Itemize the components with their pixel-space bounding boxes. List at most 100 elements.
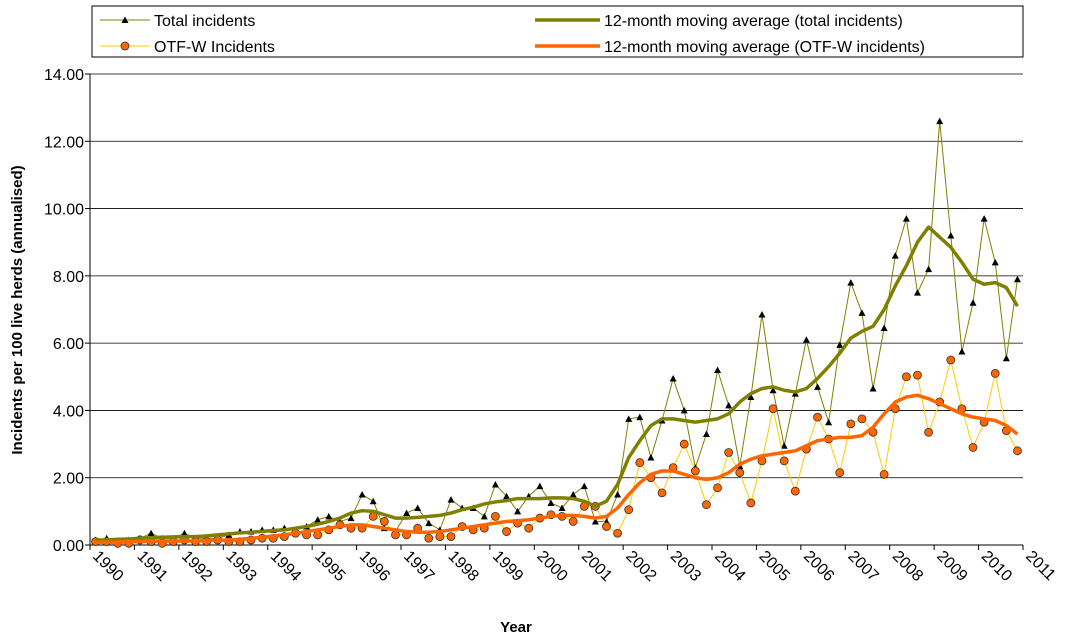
marker (369, 497, 377, 505)
marker (847, 279, 855, 286)
marker (547, 499, 555, 506)
marker (835, 468, 845, 478)
marker (325, 512, 333, 520)
x-tick-label: 2000 (533, 548, 570, 585)
x-tick-label: 2003 (667, 548, 704, 585)
marker (491, 480, 499, 488)
legend-label: Total incidents (154, 13, 255, 30)
y-tick-label: 4.00 (53, 403, 84, 420)
marker (902, 215, 910, 222)
marker (147, 529, 155, 537)
y-tick-label: 8.00 (53, 269, 84, 286)
marker (625, 415, 633, 422)
marker (1013, 275, 1021, 283)
marker (991, 258, 999, 266)
marker (857, 414, 867, 424)
marker (669, 374, 677, 382)
marker (814, 383, 822, 390)
marker (735, 468, 745, 478)
marker (491, 512, 500, 521)
marker (536, 482, 544, 490)
marker (790, 486, 800, 496)
marker (779, 456, 789, 466)
y-tick-label: 14.00 (44, 67, 84, 84)
marker (503, 492, 511, 500)
marker (924, 427, 933, 437)
marker (635, 458, 645, 467)
marker (1013, 446, 1022, 456)
marker (568, 517, 578, 526)
marker (591, 517, 599, 525)
marker (424, 533, 434, 543)
marker (379, 517, 389, 526)
x-tick-label: 2009 (933, 548, 970, 585)
legend-label: 12-month moving average (total incidents… (604, 13, 903, 30)
legend-box (91, 5, 1024, 58)
x-tick-label: 1992 (178, 548, 215, 585)
x-tick-label: 2001 (578, 548, 615, 585)
x-tick-label: 1996 (356, 548, 393, 585)
x-axis-title: Year (500, 619, 532, 636)
marker (913, 370, 922, 380)
x-tick-label: 1998 (445, 548, 482, 585)
marker (813, 412, 822, 422)
marker (480, 512, 488, 520)
legend-label: 12-month moving average (OTF-W incidents… (604, 39, 925, 56)
x-tick-label: 2005 (756, 548, 793, 585)
marker (724, 448, 734, 457)
marker (624, 505, 634, 515)
marker (614, 491, 622, 498)
marker (679, 439, 689, 449)
marker (802, 336, 810, 343)
marker (913, 289, 921, 296)
marker (825, 418, 833, 426)
marker (414, 504, 422, 511)
x-tick-label: 1995 (311, 548, 348, 585)
series-line (95, 393, 1019, 545)
marker (647, 454, 655, 461)
marker (580, 482, 588, 490)
marker (947, 231, 955, 239)
marker (680, 406, 688, 414)
marker (502, 527, 511, 536)
marker (702, 430, 710, 437)
x-tick-label: 1990 (89, 548, 126, 585)
series-line (95, 225, 1019, 542)
marker (969, 299, 977, 306)
marker (602, 522, 611, 531)
marker (713, 483, 722, 493)
marker (1002, 354, 1010, 362)
marker (347, 514, 355, 522)
marker (725, 401, 733, 409)
x-tick-label: 2010 (978, 548, 1015, 585)
marker (358, 491, 366, 498)
marker (769, 386, 777, 394)
marker (891, 252, 899, 259)
marker (879, 469, 889, 479)
marker (780, 442, 788, 449)
marker (435, 532, 445, 541)
x-tick-label: 2011 (1022, 548, 1058, 584)
marker (880, 324, 888, 332)
x-tick-label: 1994 (267, 548, 304, 585)
marker (714, 366, 722, 374)
marker (925, 265, 933, 273)
marker (613, 528, 622, 538)
y-axis-title: Incidents per 100 live herds (annualised… (9, 165, 26, 454)
marker (446, 532, 456, 541)
series-line (95, 120, 1018, 543)
marker (990, 369, 1000, 378)
legend-label: OTF-W Incidents (154, 39, 275, 56)
marker (120, 41, 130, 51)
marker (447, 496, 455, 503)
marker (180, 529, 188, 537)
marker (558, 504, 566, 511)
marker (314, 516, 322, 523)
x-tick-label: 2002 (622, 548, 659, 585)
marker (869, 385, 877, 392)
marker (901, 372, 911, 382)
marker (746, 498, 756, 508)
marker (636, 413, 644, 421)
marker (858, 309, 866, 316)
